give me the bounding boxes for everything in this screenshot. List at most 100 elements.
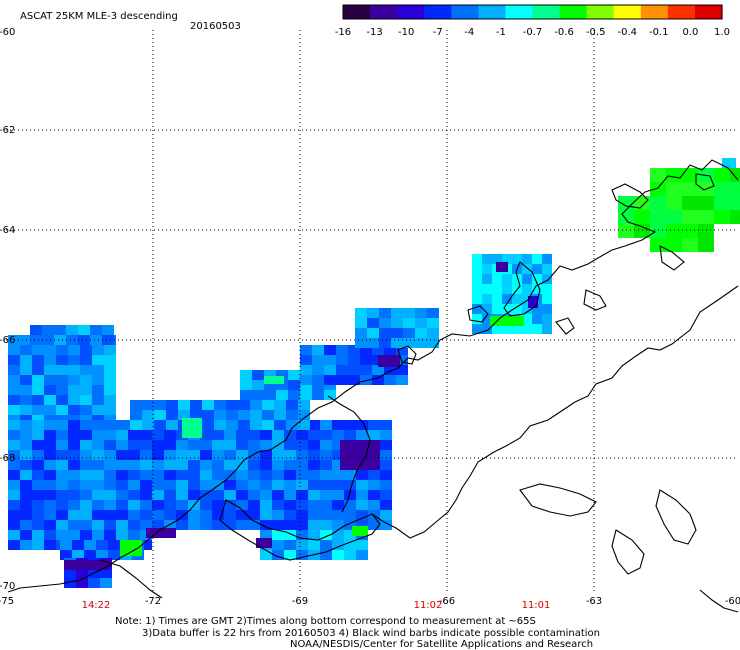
wind-cell: [92, 440, 104, 450]
wind-cell: [320, 440, 332, 450]
wind-cell: [32, 500, 44, 510]
wind-cell: [142, 400, 154, 410]
lat-label-70: -70: [0, 581, 15, 592]
wind-cell: [142, 410, 154, 420]
wind-cell: [116, 420, 128, 430]
wind-cell: [522, 314, 532, 324]
wind-cell: [140, 500, 152, 510]
wind-cell: [320, 430, 332, 440]
wind-cell: [403, 328, 415, 338]
colorbar-tick-label: -7: [433, 27, 443, 38]
wind-cell: [64, 568, 76, 578]
wind-cell: [682, 196, 698, 210]
wind-cell: [262, 410, 274, 420]
wind-cell: [152, 520, 164, 530]
wind-cell: [44, 470, 56, 480]
wind-cell: [260, 480, 272, 490]
wind-cell: [502, 324, 512, 334]
wind-cell: [532, 264, 542, 274]
wind-cell: [56, 345, 68, 355]
wind-cell: [108, 540, 120, 550]
wind-cell: [54, 335, 66, 345]
wind-cell: [332, 480, 344, 490]
wind-cell: [384, 365, 396, 375]
wind-cell: [276, 380, 288, 390]
wind-cell: [104, 430, 116, 440]
wind-cell: [472, 274, 482, 284]
wind-cell: [308, 460, 320, 470]
wind-cell: [272, 550, 284, 560]
wind-cell: [44, 420, 56, 430]
wind-cell: [336, 365, 348, 375]
wind-cell: [92, 450, 104, 460]
wind-cell: [248, 520, 260, 530]
wind-cell: [92, 395, 104, 405]
wind-cell: [56, 470, 68, 480]
wind-cell: [154, 410, 166, 420]
wind-cell: [522, 294, 532, 304]
wind-cell: [472, 304, 482, 314]
wind-cell: [20, 430, 32, 440]
wind-cell: [8, 365, 20, 375]
wind-cell: [56, 510, 68, 520]
wind-cell: [92, 530, 104, 540]
wind-cell: [355, 308, 367, 318]
wind-cell: [224, 430, 236, 440]
wind-cell: [44, 375, 56, 385]
wind-cell: [698, 196, 714, 210]
wind-cell: [120, 540, 142, 556]
wind-cell: [104, 510, 116, 520]
wind-cell: [427, 318, 439, 328]
wind-cell: [32, 440, 44, 450]
wind-cell: [618, 210, 634, 224]
wind-cell: [176, 520, 188, 530]
wind-cell: [190, 410, 202, 420]
wind-cell: [20, 440, 32, 450]
wind-cell: [20, 345, 32, 355]
wind-cell: [284, 500, 296, 510]
wind-cell: [44, 500, 56, 510]
wind-cell: [618, 224, 634, 238]
wind-cell: [308, 420, 320, 430]
colorbar-tick-label: -10: [398, 27, 414, 38]
wind-cell: [320, 490, 332, 500]
wind-cell: [44, 520, 56, 530]
wind-cell: [8, 355, 20, 365]
wind-cell: [512, 294, 522, 304]
colorbar-swatch: [559, 5, 588, 19]
wind-cell: [356, 550, 368, 560]
wind-cell: [714, 210, 730, 224]
wind-cell: [92, 520, 104, 530]
wind-cell: [427, 338, 439, 348]
wind-cell: [90, 335, 102, 345]
wind-cell: [92, 510, 104, 520]
wind-cell: [352, 526, 368, 536]
wind-cell: [264, 390, 276, 400]
wind-cell: [380, 440, 392, 450]
wind-cell: [92, 405, 104, 415]
wind-cell: [142, 420, 154, 430]
wind-cell: [178, 410, 190, 420]
wind-cell: [344, 480, 356, 490]
wind-cell: [212, 450, 224, 460]
wind-cell: [512, 254, 522, 264]
wind-cell: [296, 540, 308, 550]
wind-cell: [240, 380, 252, 390]
wind-cell: [8, 480, 20, 490]
wind-cell: [472, 254, 482, 264]
wind-cell: [42, 325, 54, 335]
wind-cell: [104, 450, 116, 460]
wind-cell: [682, 210, 698, 224]
colorbar-labels: -16 -13 -10 -7 -4 -1 -0.7 -0.6 -0.5 -0.4 -0.1 0.0 1.…: [335, 27, 730, 38]
wind-cell: [236, 490, 248, 500]
wind-cell: [140, 520, 152, 530]
wind-cell: [212, 520, 224, 530]
wind-cell: [128, 530, 140, 540]
wind-cell: [272, 460, 284, 470]
wind-cell: [20, 490, 32, 500]
wind-cell: [32, 470, 44, 480]
wind-cell: [68, 430, 80, 440]
wind-cell: [396, 345, 408, 355]
wind-cell: [300, 375, 312, 385]
wind-cell: [296, 490, 308, 500]
